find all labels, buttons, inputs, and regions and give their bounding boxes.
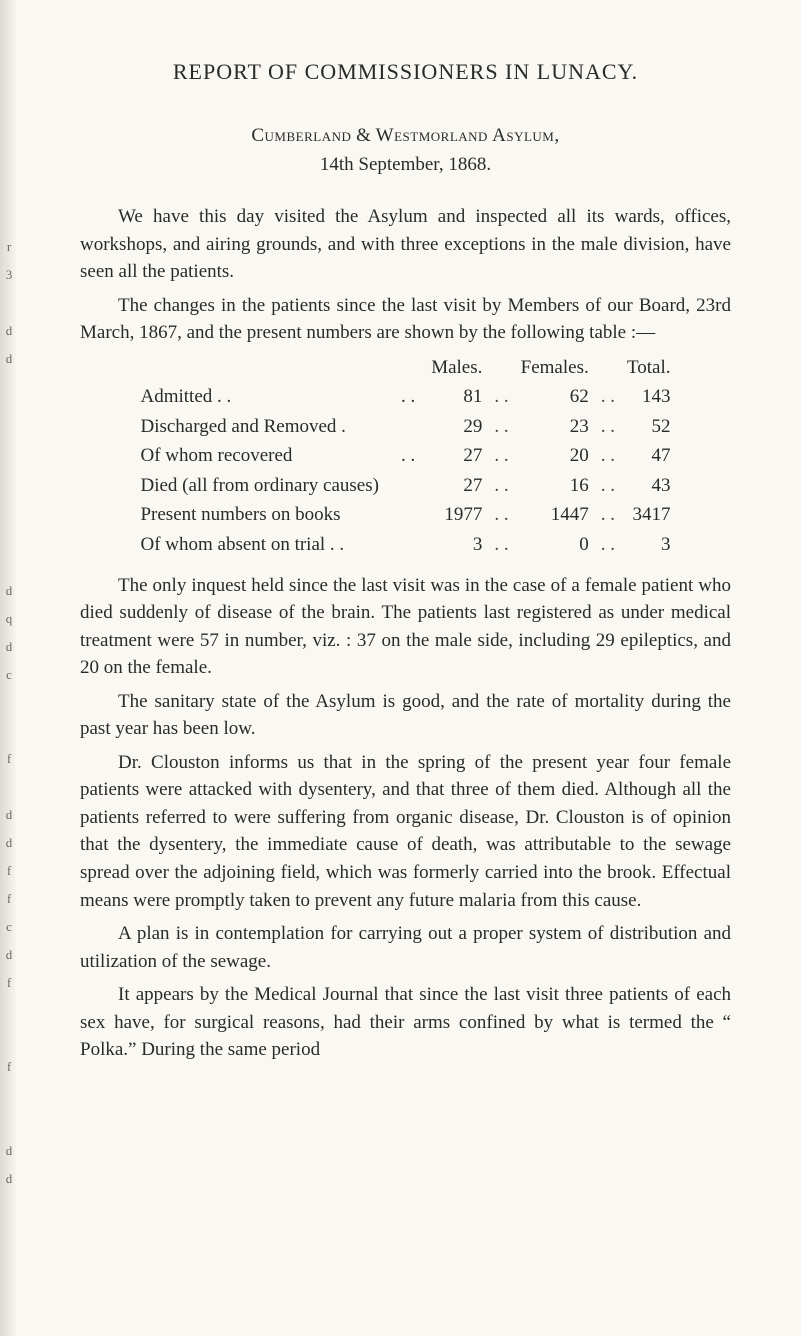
gutter-artifact: d xyxy=(2,1172,16,1185)
document-page: REPORT OF COMMISSIONERS IN LUNACY. Cumbe… xyxy=(0,0,801,1336)
paragraph-1: We have this day visited the Asylum and … xyxy=(80,203,731,286)
row-dots: . . xyxy=(597,441,619,471)
page-title: REPORT OF COMMISSIONERS IN LUNACY. xyxy=(80,56,731,88)
row-females: 1447 xyxy=(513,500,597,530)
row-label: Present numbers on books xyxy=(132,500,392,530)
row-lead: . . xyxy=(393,441,423,471)
row-dots: . . xyxy=(490,530,512,560)
table-row: Of whom absent on trial . . 3 . . 0 . . … xyxy=(132,530,678,560)
table-header-blank xyxy=(132,353,392,383)
row-dots: . . xyxy=(490,382,512,412)
row-males: 27 xyxy=(423,471,490,501)
table-row: Admitted . . . . 81 . . 62 . . 143 xyxy=(132,382,678,412)
gutter-artifact: r xyxy=(2,240,16,253)
gutter-artifact: d xyxy=(2,948,16,961)
row-dots: . . xyxy=(597,471,619,501)
row-dots: . . xyxy=(597,530,619,560)
gutter-artifact: d xyxy=(2,808,16,821)
asylum-heading-part-b: Westmorland Asylum, xyxy=(376,125,560,146)
table-row: Died (all from ordinary causes) 27 . . 1… xyxy=(132,471,678,501)
row-males: 27 xyxy=(423,441,490,471)
table-header-dots-2 xyxy=(597,353,619,383)
gutter-artifact: f xyxy=(2,752,16,765)
row-females: 16 xyxy=(513,471,597,501)
row-dots: . . xyxy=(597,412,619,442)
paragraph-4: The sanitary state of the Asylum is good… xyxy=(80,688,731,743)
row-dots: . . xyxy=(597,500,619,530)
table-header-row: Males. Females. Total. xyxy=(132,353,678,383)
gutter-artifact: d xyxy=(2,640,16,653)
table-body: Admitted . . . . 81 . . 62 . . 143 Disch… xyxy=(132,382,678,559)
row-label: Admitted . . xyxy=(132,382,392,412)
row-males: 81 xyxy=(423,382,490,412)
gutter-artifact: c xyxy=(2,920,16,933)
paragraph-5: Dr. Clouston informs us that in the spri… xyxy=(80,749,731,914)
row-total: 43 xyxy=(619,471,679,501)
gutter-artifact: d xyxy=(2,352,16,365)
paragraph-3: The only inquest held since the last vis… xyxy=(80,572,731,682)
statistics-table: Males. Females. Total. Admitted . . . . … xyxy=(132,353,678,560)
row-lead xyxy=(393,500,423,530)
gutter-artifact: f xyxy=(2,864,16,877)
row-dots: . . xyxy=(490,471,512,501)
row-dots: . . xyxy=(490,412,512,442)
gutter-artifact: f xyxy=(2,892,16,905)
table-row: Discharged and Removed . 29 . . 23 . . 5… xyxy=(132,412,678,442)
gutter-artifact: d xyxy=(2,836,16,849)
gutter-artifact: d xyxy=(2,584,16,597)
row-label: Died (all from ordinary causes) xyxy=(132,471,392,501)
gutter-artifact: d xyxy=(2,1144,16,1157)
table-header-females: Females. xyxy=(513,353,597,383)
row-males: 3 xyxy=(423,530,490,560)
gutter-artifact: f xyxy=(2,1060,16,1073)
row-males: 29 xyxy=(423,412,490,442)
row-females: 0 xyxy=(513,530,597,560)
table-row: Of whom recovered . . 27 . . 20 . . 47 xyxy=(132,441,678,471)
gutter-artifact: 3 xyxy=(2,268,16,281)
table-header-dots-1 xyxy=(490,353,512,383)
row-total: 143 xyxy=(619,382,679,412)
row-dots: . . xyxy=(597,382,619,412)
gutter-artifact: f xyxy=(2,976,16,989)
row-label: Of whom recovered xyxy=(132,441,392,471)
paragraph-6: A plan is in contemplation for carrying … xyxy=(80,920,731,975)
table-header-lead xyxy=(393,353,423,383)
paragraph-7: It appears by the Medical Journal that s… xyxy=(80,981,731,1064)
row-females: 62 xyxy=(513,382,597,412)
row-lead: . . xyxy=(393,382,423,412)
report-date: 14th September, 1868. xyxy=(80,151,731,179)
row-dots: . . xyxy=(490,441,512,471)
row-total: 52 xyxy=(619,412,679,442)
table-row: Present numbers on books 1977 . . 1447 .… xyxy=(132,500,678,530)
row-total: 3 xyxy=(619,530,679,560)
row-label: Discharged and Removed . xyxy=(132,412,392,442)
row-lead xyxy=(393,471,423,501)
row-males: 1977 xyxy=(423,500,490,530)
row-total: 47 xyxy=(619,441,679,471)
row-total: 3417 xyxy=(619,500,679,530)
asylum-heading: Cumberland & Westmorland Asylum, xyxy=(80,122,731,150)
row-females: 20 xyxy=(513,441,597,471)
asylum-heading-part-a: Cumberland xyxy=(251,125,351,146)
gutter-artifact: q xyxy=(2,612,16,625)
row-lead xyxy=(393,412,423,442)
table-header-total: Total. xyxy=(619,353,679,383)
row-females: 23 xyxy=(513,412,597,442)
row-label: Of whom absent on trial . . xyxy=(132,530,392,560)
table-header-males: Males. xyxy=(423,353,490,383)
row-lead xyxy=(393,530,423,560)
row-dots: . . xyxy=(490,500,512,530)
gutter-artifact: c xyxy=(2,668,16,681)
asylum-heading-amp: & xyxy=(351,125,375,146)
paragraph-2: The changes in the patients since the la… xyxy=(80,292,731,347)
gutter-artifact: d xyxy=(2,324,16,337)
